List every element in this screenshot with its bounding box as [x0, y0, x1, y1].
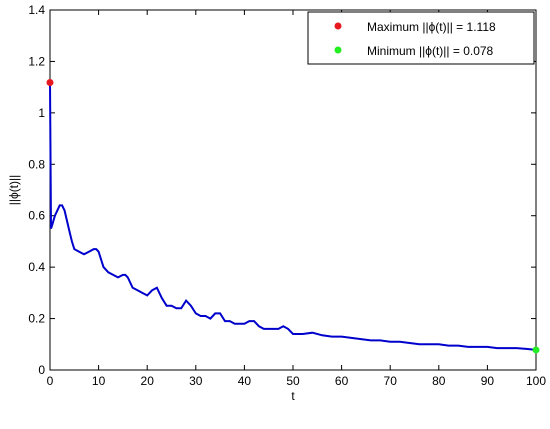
extrema-markers [46, 79, 540, 354]
x-tick-label: 30 [189, 374, 203, 388]
legend-box [307, 11, 535, 65]
y-tick-label: 1.4 [28, 3, 45, 17]
legend-marker [334, 22, 342, 30]
y-tick-label: 1.2 [28, 54, 45, 68]
x-tick-label: 10 [92, 374, 106, 388]
x-tick-label: 90 [481, 374, 495, 388]
extremum-marker [532, 346, 540, 354]
y-axis-label: ||ϕ(t)|| [7, 175, 21, 206]
legend-entry: Maximum ||ϕ(t)|| = 1.118 [367, 20, 496, 34]
legend-marker [334, 46, 342, 54]
x-tick-label: 70 [384, 374, 398, 388]
y-tick-label: 0.4 [28, 260, 45, 274]
extremum-marker [46, 79, 54, 87]
y-tick-label: 1 [38, 106, 45, 120]
x-axis-label: t [291, 389, 295, 403]
x-tick-label: 80 [432, 374, 446, 388]
y-tick-label: 0.2 [28, 312, 45, 326]
y-axis: 0 0.2 0.4 0.6 0.8 1 1.2 1.4 [28, 3, 536, 377]
legend: Maximum ||ϕ(t)|| = 1.118 Minimum ||ϕ(t)||… [307, 11, 535, 65]
x-tick-label: 50 [286, 374, 300, 388]
x-tick-label: 20 [141, 374, 155, 388]
y-tick-label: 0.6 [28, 209, 45, 223]
x-axis: 0 10 20 30 40 50 60 70 80 90 100 [47, 10, 546, 388]
x-tick-label: 40 [238, 374, 252, 388]
plot-area [49, 9, 537, 371]
x-tick-label: 100 [526, 374, 546, 388]
y-tick-label: 0 [38, 363, 45, 377]
y-tick-label: 0.8 [28, 157, 45, 171]
x-tick-label: 0 [47, 374, 54, 388]
series-line [49, 82, 537, 351]
legend-entry: Minimum ||ϕ(t)|| = 0.078 [367, 44, 494, 58]
x-tick-label: 60 [335, 374, 349, 388]
